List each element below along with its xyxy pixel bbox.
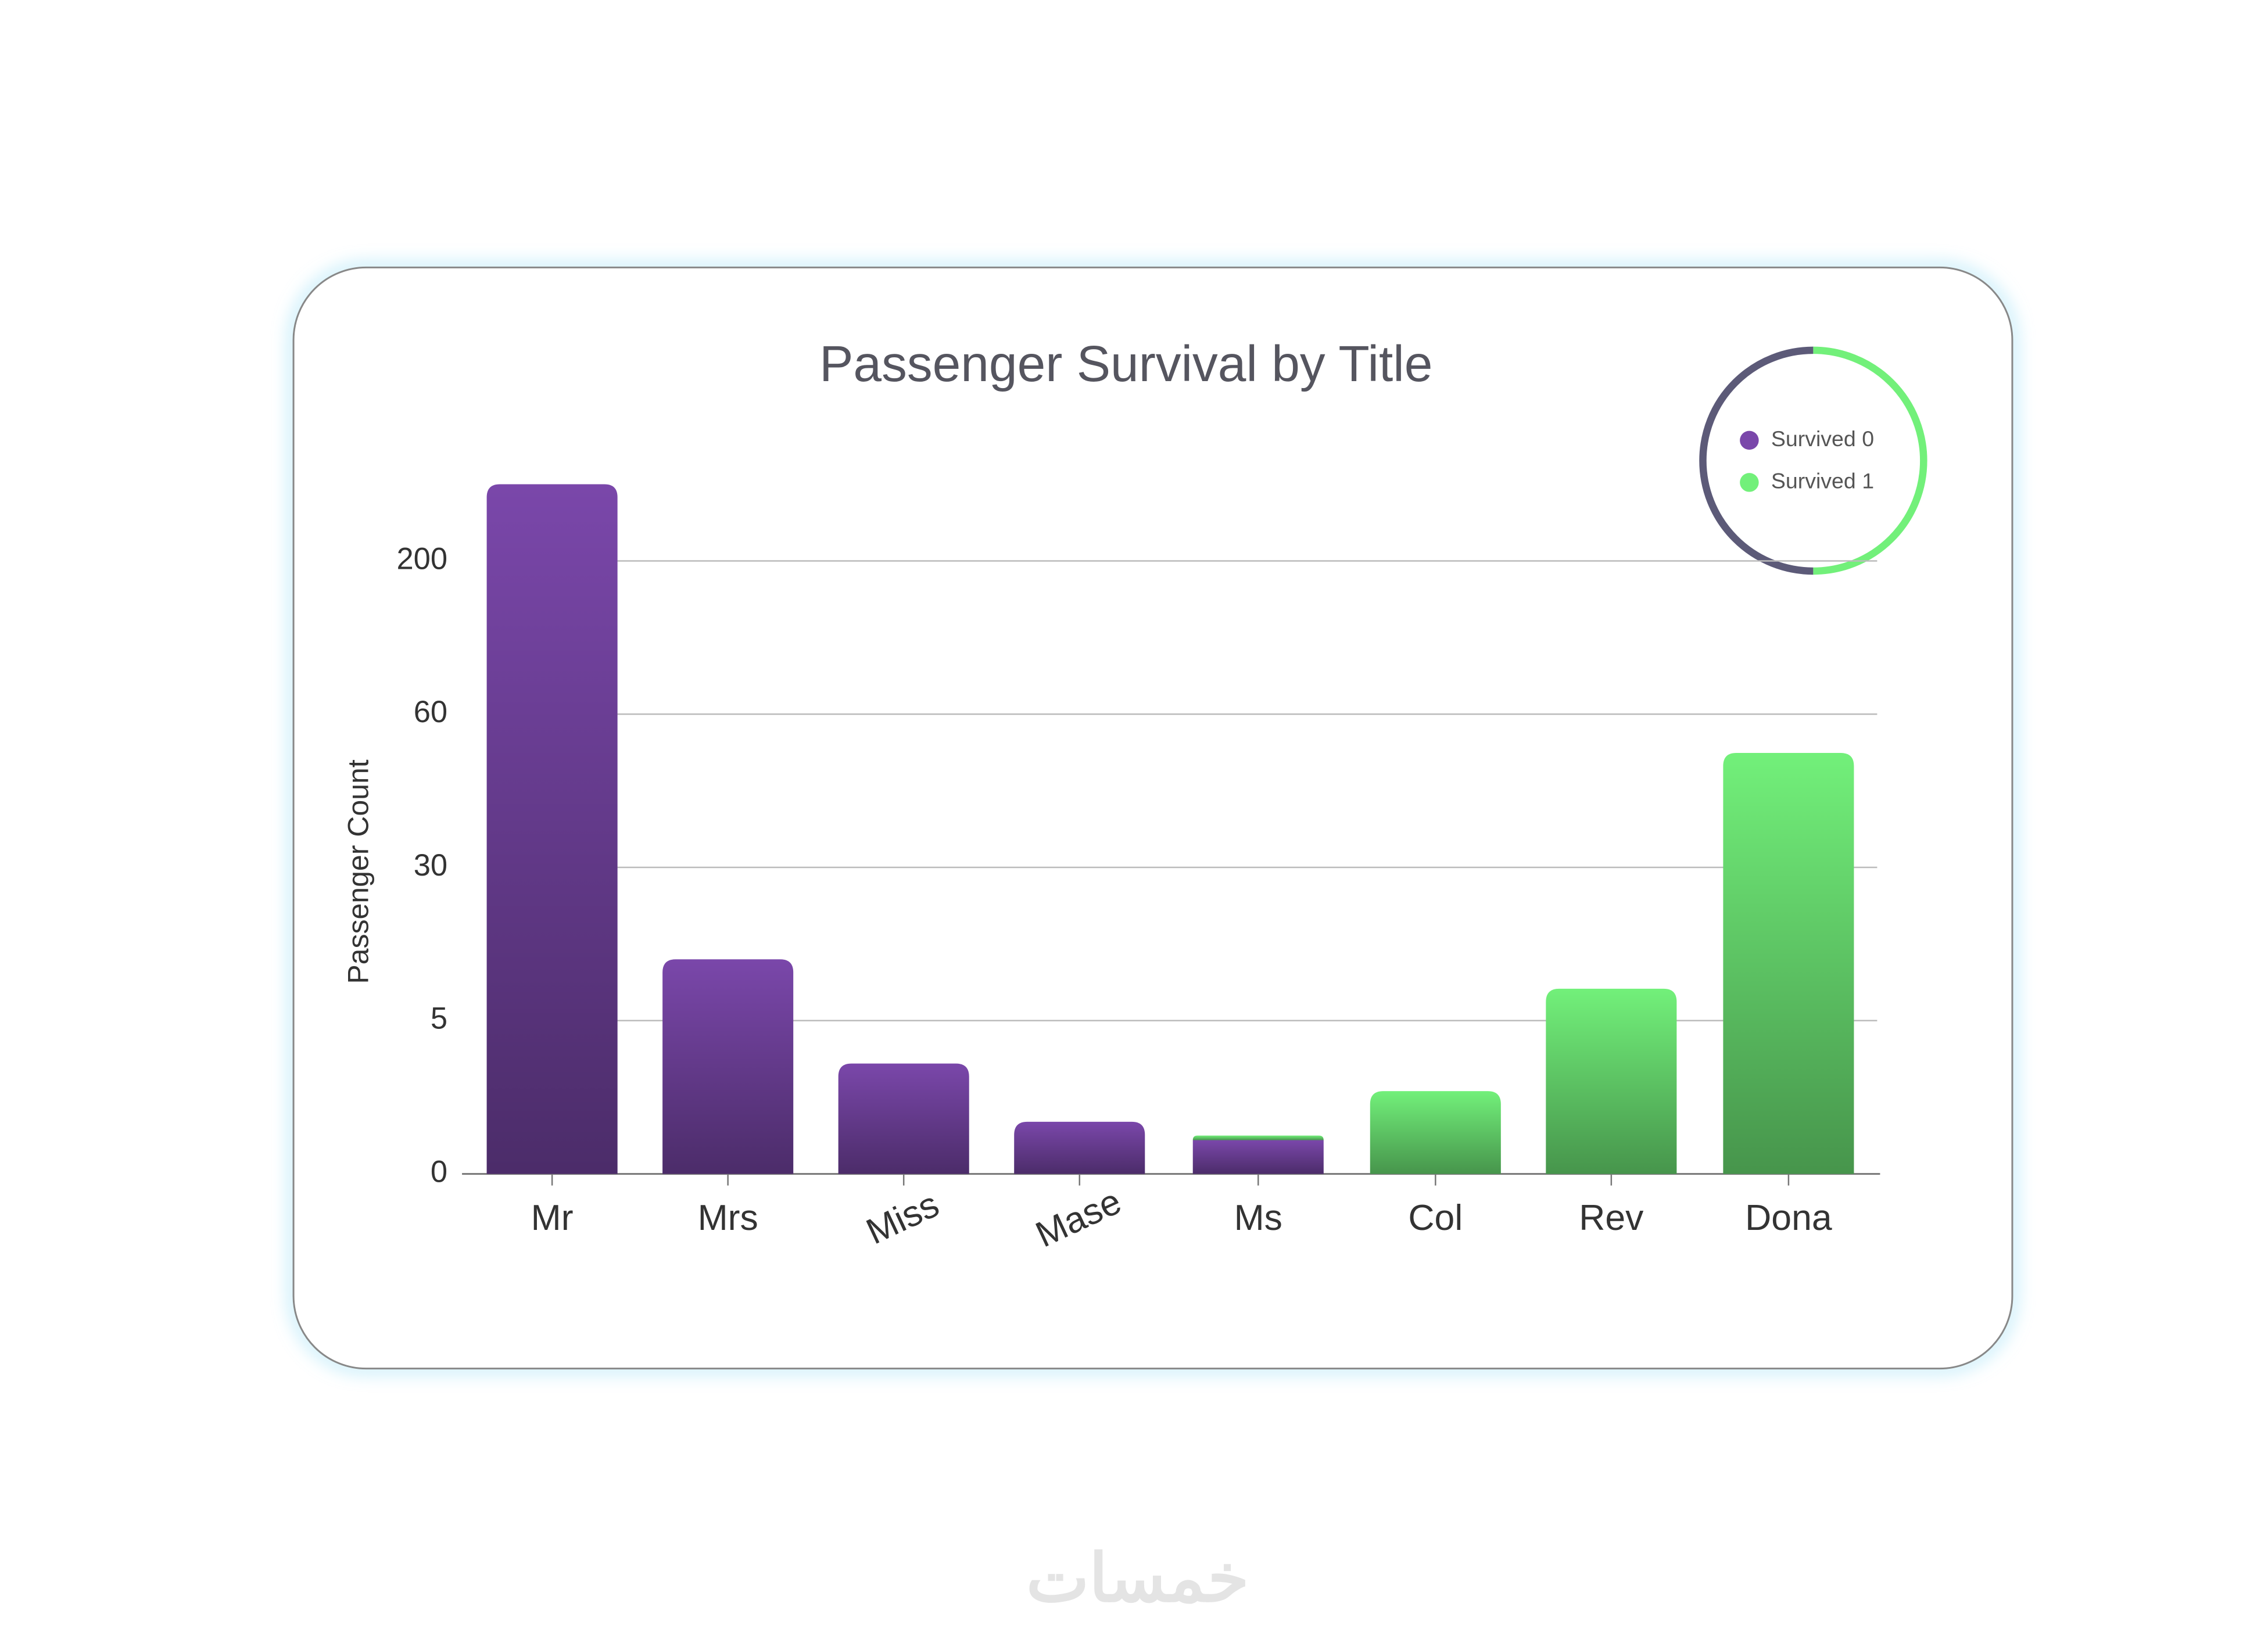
bar bbox=[1192, 1135, 1324, 1140]
bar bbox=[1014, 1121, 1145, 1174]
x-tick-label: Ms bbox=[1234, 1197, 1282, 1238]
legend-label: Survived 0 bbox=[1771, 426, 1874, 451]
chart-title: Passenger Survival by Title bbox=[819, 335, 1432, 392]
bar bbox=[1192, 1140, 1324, 1174]
bar bbox=[1370, 1091, 1501, 1174]
y-tick-label: 30 bbox=[414, 848, 447, 882]
y-tick-label: 5 bbox=[431, 1002, 447, 1036]
legend-label: Survived 1 bbox=[1771, 468, 1874, 493]
legend-ring bbox=[1699, 346, 1814, 575]
x-tick-label: Mrs bbox=[698, 1197, 758, 1238]
x-tick-label: Rev bbox=[1579, 1197, 1644, 1238]
watermark: خمسات bbox=[1026, 1541, 1249, 1616]
y-tick-label: 60 bbox=[414, 695, 447, 729]
legend-ring bbox=[1813, 346, 1927, 575]
bar bbox=[662, 959, 794, 1174]
legend-bg bbox=[1703, 350, 1924, 571]
x-tick-label: Mr bbox=[531, 1197, 574, 1238]
legend-swatch bbox=[1740, 473, 1759, 492]
y-tick-label: 0 bbox=[431, 1154, 447, 1189]
y-tick-label: 200 bbox=[396, 541, 447, 576]
legend-swatch bbox=[1740, 430, 1759, 450]
x-tick-label: Col bbox=[1408, 1197, 1463, 1238]
bar bbox=[838, 1063, 969, 1174]
y-axis-label: Passenger Count bbox=[342, 759, 374, 984]
bar bbox=[486, 484, 618, 1174]
legend: Survived 0 Survived 1 bbox=[1694, 341, 1933, 580]
bar bbox=[1546, 988, 1677, 1174]
x-tick-label: Dona bbox=[1745, 1197, 1832, 1238]
bar bbox=[1723, 753, 1854, 1174]
